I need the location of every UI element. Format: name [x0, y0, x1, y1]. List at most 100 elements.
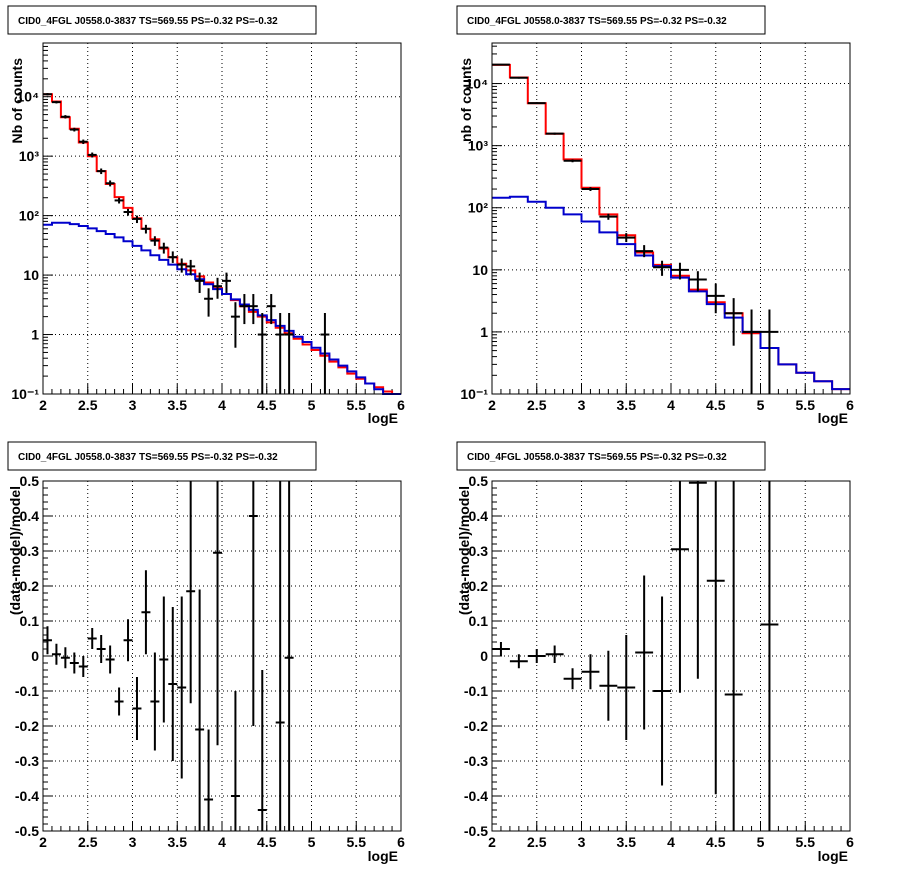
y-tick-label: 0.4: [20, 508, 40, 524]
y-axis-label: Nb of counts: [9, 58, 25, 144]
data-point: [168, 607, 178, 761]
y-tick-label: 0.3: [469, 543, 489, 559]
plot-frame: [42, 480, 402, 832]
data-point: [617, 233, 636, 243]
data-point: [105, 180, 115, 187]
x-tick-label: 2: [488, 834, 496, 850]
data-point: [635, 575, 654, 730]
x-tick-label: 5.5: [347, 397, 367, 413]
data-point: [653, 260, 671, 276]
data-point: [51, 643, 61, 665]
data-point: [150, 236, 160, 246]
x-tick-label: 6: [846, 834, 854, 850]
y-tick-label: -0.3: [464, 753, 488, 769]
data-point: [177, 596, 187, 779]
data-point: [545, 645, 564, 663]
x-tick-label: 5: [308, 397, 316, 413]
data-point: [563, 668, 582, 690]
data-point: [742, 309, 761, 394]
y-tick-label: 10³: [19, 148, 40, 164]
data-point: [724, 481, 743, 831]
y-tick-label: 0.5: [469, 473, 489, 489]
y-tick-label: 0.2: [20, 578, 40, 594]
y-tick-label: -0.5: [15, 823, 39, 839]
residual-panel-right: CID0_4FGL J0558.0-3837 TS=569.55 PS=-0.3…: [456, 441, 854, 864]
x-tick-label: 3: [578, 397, 586, 413]
title-box: [7, 441, 317, 471]
residual-panel-left: CID0_4FGL J0558.0-3837 TS=569.55 PS=-0.3…: [7, 441, 405, 864]
data-point: [78, 139, 88, 145]
y-tick-label: 10: [472, 262, 488, 278]
data-point: [69, 652, 79, 674]
data-point: [87, 152, 97, 158]
y-tick-label: -0.4: [15, 788, 39, 804]
y-tick-label: -0.1: [464, 683, 488, 699]
x-tick-label: 4.5: [257, 397, 277, 413]
x-tick-label: 4: [218, 834, 226, 850]
x-axis-label: logE: [368, 410, 398, 426]
y-tick-label: 0: [31, 648, 39, 664]
y-tick-label: 0.4: [469, 508, 489, 524]
data-point: [213, 277, 222, 299]
data-point: [320, 313, 330, 394]
data-point: [599, 650, 618, 721]
x-tick-label: 2.5: [78, 834, 98, 850]
data-point: [96, 168, 106, 175]
data-point: [581, 187, 600, 192]
x-tick-label: 3.5: [617, 834, 637, 850]
data-point: [159, 242, 169, 254]
data-point: [78, 656, 88, 677]
data-point: [186, 259, 196, 276]
data-point: [760, 481, 779, 831]
x-tick-label: 2: [488, 397, 496, 413]
y-tick-label: 0.5: [20, 473, 40, 489]
data-point: [599, 213, 618, 220]
y-tick-label: -0.2: [464, 718, 488, 734]
x-tick-label: 6: [397, 834, 405, 850]
data-point: [266, 294, 276, 325]
data-point: [195, 272, 205, 293]
data-point: [509, 76, 528, 79]
data-point: [671, 481, 689, 693]
data-point: [43, 626, 52, 655]
data-point: [275, 481, 285, 831]
data-point: [141, 570, 151, 655]
plot-frame: [42, 42, 402, 395]
y-tick-label: 0.1: [20, 613, 40, 629]
data-point: [60, 115, 70, 119]
data-point: [653, 596, 671, 786]
data-point: [87, 628, 97, 649]
x-tick-label: 4.5: [706, 834, 726, 850]
y-tick-label: 0.2: [469, 578, 489, 594]
data-point: [706, 283, 725, 314]
y-tick-label: -0.1: [15, 683, 39, 699]
data-point: [706, 481, 725, 795]
data-point: [257, 313, 267, 394]
data-point: [141, 224, 151, 234]
data-point: [222, 272, 231, 293]
y-axis-label: nb of counts: [458, 58, 474, 142]
data-point: [230, 691, 240, 831]
chart-title: CID0_4FGL J0558.0-3837 TS=569.55 PS=-0.3…: [467, 16, 727, 27]
data-point: [527, 102, 546, 105]
x-tick-label: 5.5: [796, 834, 816, 850]
data-point: [635, 245, 654, 258]
y-tick-label: 10: [23, 267, 39, 283]
data-point: [159, 596, 169, 723]
data-point: [527, 649, 546, 663]
x-tick-label: 2.5: [527, 834, 547, 850]
y-tick-label: 10⁴: [466, 76, 489, 92]
data-point: [96, 635, 106, 663]
title-box: [7, 5, 317, 35]
x-tick-label: 5: [757, 834, 765, 850]
x-tick-label: 2: [39, 834, 47, 850]
data-point: [123, 208, 133, 216]
data-point: [60, 647, 70, 669]
x-tick-label: 6: [846, 397, 854, 413]
y-tick-label: -0.5: [464, 823, 488, 839]
y-tick-label: 0.1: [469, 613, 489, 629]
y-tick-label: 10⁻¹: [11, 386, 39, 402]
x-axis-label: logE: [818, 848, 848, 864]
data-point: [248, 481, 258, 726]
